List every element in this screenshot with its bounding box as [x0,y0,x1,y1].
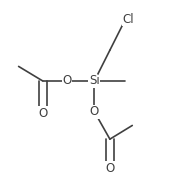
Text: Cl: Cl [122,13,134,26]
Text: O: O [38,107,47,120]
Text: Si: Si [89,75,100,87]
Text: O: O [62,75,71,87]
Text: O: O [90,105,99,118]
Text: O: O [105,162,114,175]
